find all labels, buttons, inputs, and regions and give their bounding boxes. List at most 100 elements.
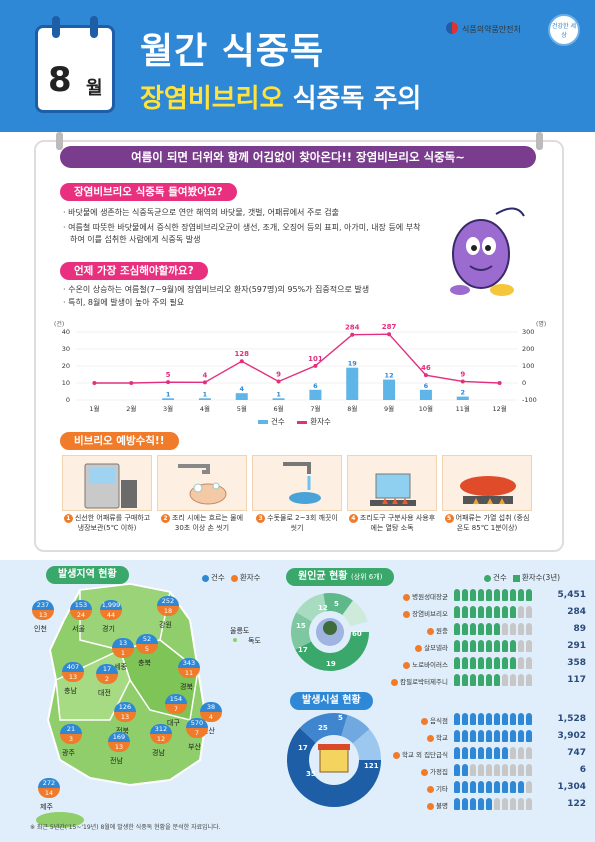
region-bubble: 17 2 [96,662,118,686]
bar [383,379,396,400]
person-icon [510,798,516,810]
line-label: 287 [382,323,397,331]
person-icon [494,747,500,759]
list-item: · 수온이 상승하는 여름철(7~9월)에 장염비브리오 환자(597명)의 9… [63,285,370,294]
person-icon [510,730,516,742]
person-icon [470,713,476,725]
person-icon [518,623,524,635]
tip-utensils: 4 조리도구 구분사용 사용후에는 열탕 소독 [347,455,437,545]
person-icon [518,781,524,793]
vibrio-mascot-icon [450,207,525,296]
when-list: · 수온이 상승하는 여름철(7~9월)에 장염비브리오 환자(597명)의 9… [62,284,442,309]
person-icon [470,674,476,686]
row-label: 기타 [376,783,448,793]
row-value: 1,528 [557,714,586,724]
list-item: 가정집 6 [376,763,586,780]
org-logo-icon [446,22,458,34]
y-axis-right-label: (명) [536,320,546,328]
bar-label: 2 [460,389,465,397]
section-title-prevention: 비브리오 예방수칙!! [60,432,179,450]
chart-legend: 건수 환자수 [248,416,331,427]
region-bubble: 252 18 [157,594,179,618]
list-item: 장염비브리오 284 [376,605,586,622]
line-point [387,332,392,337]
person-icon [470,589,476,601]
line-label: 4 [202,371,207,379]
person-icon [454,606,460,618]
list-item: 살모넬라 291 [376,639,586,656]
person-icon [462,781,468,793]
region-bubble: 1,999 44 [100,600,122,620]
person-icon [486,747,492,759]
person-icon [486,589,492,601]
donut-label: 5 [338,714,343,722]
donut-label: 25 [318,724,328,732]
tip-hand-wash: 2 조리 시에는 흐르는 물에 30초 이상 손 씻기 [157,455,247,545]
person-icon [470,640,476,652]
person-icon [462,589,468,601]
tip-cook-thoroughly: 5 어패류는 가열 섭취 (중심온도 85℃ 1분이상) [442,455,532,545]
region-label: 경북 [180,683,193,691]
person-icon [478,640,484,652]
person-icon [470,623,476,635]
region-bubble: 153 24 [70,598,92,622]
row-label: 장염비브리오 [376,608,448,618]
region-label: 인천 [34,625,47,633]
y-tick-label: 10 [62,379,70,387]
bar-label: 12 [385,372,394,380]
person-icon [486,798,492,810]
region-label: 광주 [62,749,75,757]
month-number: 8 [48,60,72,100]
section-title-when: 언제 가장 조심해야할까요? [60,262,208,280]
region-bubble: 272 14 [38,776,60,800]
list-item: 학교 외 집단급식 747 [376,746,586,763]
org-name: 식품의약품안전처 [462,25,521,34]
person-icon [526,747,532,759]
region-label: 부산 [188,743,201,751]
person-icon [470,781,476,793]
region-bubble: 38 4 [200,700,222,724]
person-icon [510,713,516,725]
region-label: 전북 [116,727,129,735]
footnote: ※ 최근 5년간('15~'19년) 8월에 발생한 식중독 현황을 분석한 자… [30,824,221,831]
person-icon [502,657,508,669]
y2-tick-label: 0 [522,379,526,387]
person-icon [526,657,532,669]
bar [272,398,285,400]
person-icon [486,674,492,686]
x-tick-label: 11월 [456,404,470,413]
region-bubble: 13 1 [112,636,134,660]
bar [346,367,359,400]
person-icon [526,781,532,793]
row-label: 학교 외 집단급식 [376,749,448,759]
x-tick-label: 4월 [200,404,210,413]
person-icon [518,798,524,810]
person-icon [478,747,484,759]
person-icon [502,764,508,776]
person-icon [454,657,460,669]
list-item: · 바닷물에 생존하는 식중독균으로 연안 해역의 바닷물, 갯벌, 어패류에서… [63,208,339,217]
faucet-fish-icon [252,455,342,511]
y2-tick-label: -100 [522,396,537,404]
page-subtitle: 장염비브리오 식중독 주의 [140,84,422,114]
person-icon [454,747,460,759]
person-icon [510,657,516,669]
x-tick-label: 9월 [384,404,394,413]
person-icon [454,730,460,742]
person-icon [454,589,460,601]
x-tick-label: 3월 [163,404,173,413]
line-label: 128 [234,350,249,358]
person-icon [502,713,508,725]
bar [419,389,432,400]
boiling-pot-icon [347,455,437,511]
person-icon [494,640,500,652]
row-value: 3,902 [557,731,586,741]
person-icon [470,764,476,776]
row-label: 살모넬라 [376,642,448,652]
person-icon [462,713,468,725]
region-label: 경남 [152,749,165,757]
bar-label: 1 [203,390,208,398]
region-label: 강원 [159,621,172,629]
person-icon [502,674,508,686]
region-bubble: 407 13 [62,660,84,684]
